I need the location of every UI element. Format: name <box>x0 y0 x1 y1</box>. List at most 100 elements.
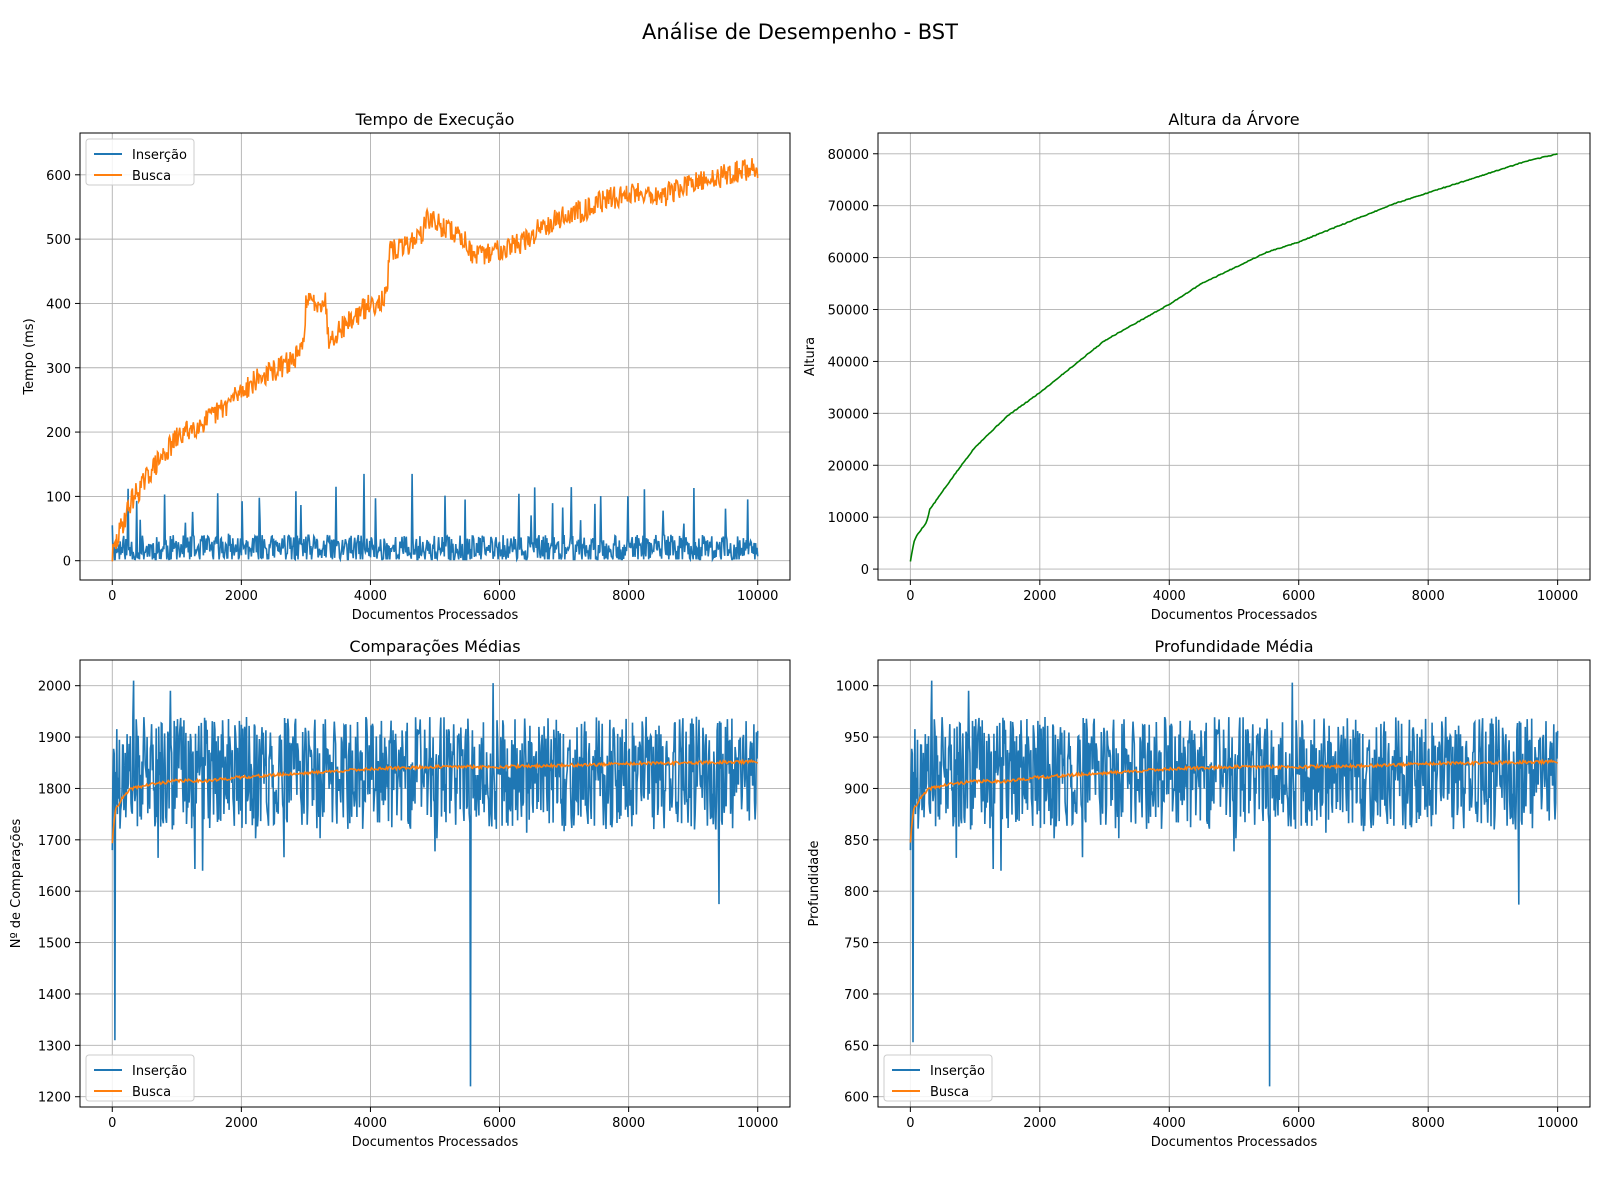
x-tick-label: 2000 <box>225 1116 258 1131</box>
y-tick-label: 700 <box>844 988 869 1003</box>
x-tick-label: 0 <box>108 1116 116 1131</box>
x-tick-label: 8000 <box>612 1116 645 1131</box>
series-line-inserção <box>111 473 759 563</box>
y-axis-label: Nº de Comparações <box>9 819 24 949</box>
y-tick-label: 400 <box>46 297 71 312</box>
x-tick-label: 4000 <box>1153 589 1186 604</box>
y-tick-label: 1600 <box>38 885 71 900</box>
chart-altura: 0 2000 4000 6000 8000 10000 0 10000 20000 30000 40… <box>803 110 1591 623</box>
y-axis-label: Tempo (ms) <box>22 318 37 395</box>
legend-label: Busca <box>132 169 171 184</box>
subplot-title: Tempo de Execução <box>355 110 515 129</box>
y-tick-label: 1000 <box>836 680 869 695</box>
y-tick-label: 50000 <box>828 304 869 319</box>
x-tick-label: 8000 <box>1412 1116 1445 1131</box>
legend-label: Inserção <box>132 1064 187 1079</box>
y-tick-label: 80000 <box>828 148 869 163</box>
chart-profundidade: 0 2000 4000 6000 8000 10000 600 650 700 750 800 850… <box>807 637 1591 1150</box>
x-tick-label: 4000 <box>354 1116 387 1131</box>
legend-label: Inserção <box>930 1064 985 1079</box>
x-tick-label: 10000 <box>1537 1116 1578 1131</box>
x-axis-label: Documentos Processados <box>352 608 519 623</box>
plot-frame <box>79 132 791 581</box>
y-tick-label: 800 <box>844 885 869 900</box>
y-axis-label: Altura <box>803 337 818 376</box>
y-tick-label: 0 <box>63 555 71 570</box>
x-tick-label: 10000 <box>737 1116 778 1131</box>
y-tick-label: 40000 <box>828 355 869 370</box>
x-tick-label: 6000 <box>1282 1116 1315 1131</box>
plot-frame <box>877 132 1591 581</box>
series-line-inserção <box>111 680 759 1087</box>
y-tick-label: 1900 <box>38 731 71 746</box>
y-tick-label: 0 <box>861 563 869 578</box>
legend-label: Busca <box>132 1085 171 1100</box>
y-tick-label: 600 <box>844 1091 869 1106</box>
y-tick-label: 2000 <box>38 680 71 695</box>
x-tick-label: 6000 <box>1282 589 1315 604</box>
legend: Inserção Busca <box>85 138 195 186</box>
y-tick-label: 850 <box>844 834 869 849</box>
y-tick-label: 500 <box>46 233 71 248</box>
y-tick-label: 1200 <box>38 1091 71 1106</box>
x-axis-label: Documentos Processados <box>1151 608 1318 623</box>
plot-frame <box>79 659 791 1108</box>
y-tick-label: 900 <box>844 782 869 797</box>
y-tick-label: 950 <box>844 731 869 746</box>
legend: Inserção Busca <box>883 1054 993 1102</box>
legend: Inserção Busca <box>85 1054 195 1102</box>
x-axis-label: Documentos Processados <box>1151 1135 1318 1150</box>
x-tick-label: 2000 <box>225 589 258 604</box>
series-line-inserção <box>909 680 1559 1087</box>
y-tick-label: 10000 <box>828 511 869 526</box>
x-tick-label: 2000 <box>1023 589 1056 604</box>
chart-tempo: 0 2000 4000 6000 8000 10000 0 100 200 300 400 500 60… <box>22 110 791 623</box>
legend-label: Busca <box>930 1085 969 1100</box>
y-tick-label: 20000 <box>828 459 869 474</box>
x-tick-label: 0 <box>906 589 914 604</box>
series-line-altura <box>909 153 1558 562</box>
y-tick-label: 1500 <box>38 937 71 952</box>
y-tick-label: 70000 <box>828 200 869 215</box>
figure-title: Análise de Desempenho - BST <box>642 20 958 44</box>
x-tick-label: 0 <box>906 1116 914 1131</box>
series-line-busca <box>111 158 759 562</box>
y-tick-label: 200 <box>46 426 71 441</box>
y-tick-label: 1800 <box>38 782 71 797</box>
series-line-busca <box>909 758 1558 843</box>
y-tick-label: 650 <box>844 1039 869 1054</box>
x-tick-label: 4000 <box>354 589 387 604</box>
y-tick-label: 750 <box>844 937 869 952</box>
legend-box <box>883 1054 993 1102</box>
legend-box <box>85 138 195 186</box>
legend-label: Inserção <box>132 148 187 163</box>
y-tick-label: 60000 <box>828 252 869 267</box>
y-axis-label: Profundidade <box>807 840 822 926</box>
legend-box <box>85 1054 195 1102</box>
x-tick-label: 10000 <box>737 589 778 604</box>
y-tick-label: 600 <box>46 169 71 184</box>
x-tick-label: 2000 <box>1023 1116 1056 1131</box>
series-line-busca <box>111 758 758 844</box>
subplot-title: Altura da Árvore <box>1168 110 1299 129</box>
plot-frame <box>877 659 1591 1108</box>
y-tick-label: 30000 <box>828 407 869 422</box>
y-tick-label: 1400 <box>38 988 71 1003</box>
x-tick-label: 10000 <box>1537 589 1578 604</box>
x-tick-label: 8000 <box>612 589 645 604</box>
chart-comparacoes: 0 2000 4000 6000 8000 10000 1200 1300 1400 1500 16… <box>9 637 791 1150</box>
subplot-title: Profundidade Média <box>1155 637 1314 656</box>
x-axis-label: Documentos Processados <box>352 1135 519 1150</box>
y-tick-label: 100 <box>46 490 71 505</box>
y-tick-label: 1700 <box>38 834 71 849</box>
x-tick-label: 0 <box>108 589 116 604</box>
x-tick-label: 4000 <box>1153 1116 1186 1131</box>
x-tick-label: 6000 <box>483 589 516 604</box>
y-tick-label: 1300 <box>38 1039 71 1054</box>
y-tick-label: 300 <box>46 362 71 377</box>
subplot-title: Comparações Médias <box>349 637 520 656</box>
x-tick-label: 8000 <box>1412 589 1445 604</box>
x-tick-label: 6000 <box>483 1116 516 1131</box>
